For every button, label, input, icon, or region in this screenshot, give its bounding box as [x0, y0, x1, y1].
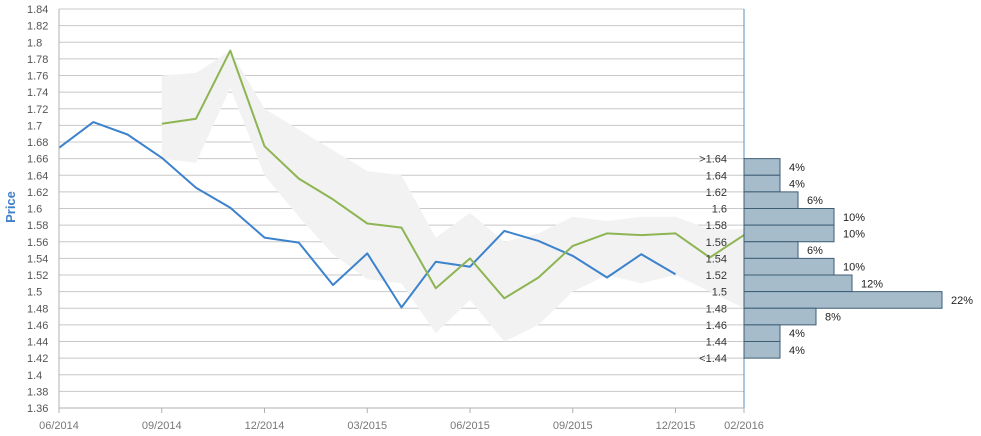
- distribution-bar: [743, 174, 781, 193]
- distribution-pct-label: 10%: [843, 228, 865, 240]
- y-tick-label: 1.42: [27, 353, 48, 365]
- y-tick-label: 1.68: [27, 137, 48, 149]
- y-tick-label: 1.48: [27, 303, 48, 315]
- x-tick-label: 09/2014: [142, 420, 182, 432]
- distribution-bar: [743, 341, 781, 359]
- x-axis-ticks: 06/2014 09/2014 12/2014 03/2015 06/2015 09/20…: [39, 408, 764, 432]
- y-tick-label: 1.56: [27, 237, 48, 249]
- distribution-bin-label: 1.44: [706, 337, 727, 349]
- y-tick-label: 1.82: [27, 21, 48, 33]
- distribution-pct-label: 6%: [807, 245, 823, 257]
- distribution-bar: [743, 274, 853, 293]
- distribution-bin-label: 1.56: [706, 237, 727, 249]
- y-tick-label: 1.58: [27, 220, 48, 232]
- distribution-bar: [743, 291, 943, 309]
- distribution-bin-label: 1.48: [706, 303, 727, 315]
- y-tick-label: 1.6: [27, 204, 42, 216]
- distribution-pct-label: 4%: [789, 162, 805, 174]
- x-tick-label: 06/2014: [39, 420, 79, 432]
- distribution-bin-label: >1.64: [699, 154, 727, 166]
- distribution-bin-label: 1.64: [706, 170, 727, 182]
- y-tick-label: 1.38: [27, 386, 48, 398]
- distribution-pct-label: 4%: [789, 345, 805, 357]
- y-tick-label: 1.46: [27, 320, 48, 332]
- x-tick-label: 02/2016: [724, 420, 764, 432]
- distribution-pct-label: 10%: [843, 212, 865, 224]
- x-tick-label: 12/2014: [245, 420, 285, 432]
- y-tick-label: 1.4: [27, 370, 42, 382]
- distribution-bin-label: 1.54: [706, 253, 727, 265]
- forecast-band: [161, 50, 745, 342]
- distribution-bar: [743, 324, 781, 342]
- y-tick-label: 1.72: [27, 104, 48, 116]
- distribution-pct-label: 8%: [825, 312, 841, 324]
- y-tick-label: 1.8: [27, 37, 42, 49]
- y-tick-label: 1.7: [27, 120, 42, 132]
- y-tick-label: 1.62: [27, 187, 48, 199]
- distribution-pct-label: 6%: [807, 195, 823, 207]
- distribution-bar: [743, 307, 817, 326]
- distribution-pct-label: 4%: [789, 328, 805, 340]
- x-tick-label: 09/2015: [553, 420, 593, 432]
- y-tick-label: 1.44: [27, 337, 48, 349]
- distribution-pct-label: 12%: [861, 278, 883, 290]
- distribution-bar: [743, 241, 799, 259]
- distribution-bar: [743, 191, 799, 209]
- distribution-pct-label: 4%: [789, 179, 805, 191]
- distribution-bin-label: 1.46: [706, 320, 727, 332]
- y-tick-label: 1.76: [27, 71, 48, 83]
- series-lines: [58, 49, 745, 309]
- distribution-bar: [743, 224, 835, 243]
- distribution-bin-label: 1.6: [712, 204, 727, 216]
- series-line-blue: [58, 121, 677, 309]
- y-tick-label: 1.78: [27, 54, 48, 66]
- y-axis-label: Price: [3, 191, 18, 223]
- y-tick-label: 1.5: [27, 287, 42, 299]
- distribution-histogram: 4% >1.64 4% 1.64 6% 1.62 10% 1.6 10% 1.58 6% 1.56 10…: [699, 154, 973, 366]
- y-tick-label: 1.52: [27, 270, 48, 282]
- forecast-band-area: [161, 50, 745, 342]
- distribution-bar: [743, 257, 835, 276]
- distribution-pct-label: 10%: [843, 262, 865, 274]
- series-line-green: [161, 49, 745, 300]
- y-tick-label: 1.36: [27, 403, 48, 415]
- distribution-bar: [743, 208, 835, 226]
- x-tick-label: 06/2015: [450, 420, 490, 432]
- x-tick-label: 03/2015: [347, 420, 387, 432]
- y-tick-label: 1.66: [27, 154, 48, 166]
- distribution-bin-label: 1.52: [706, 270, 727, 282]
- y-tick-label: 1.54: [27, 253, 48, 265]
- x-tick-label: 12/2015: [656, 420, 696, 432]
- y-tick-label: 1.64: [27, 170, 48, 182]
- distribution-pct-label: 22%: [951, 295, 973, 307]
- distribution-bin-label: 1.5: [712, 287, 727, 299]
- distribution-bin-label: 1.62: [706, 187, 727, 199]
- y-tick-label: 1.74: [27, 87, 48, 99]
- y-tick-label: 1.84: [27, 4, 48, 16]
- distribution-bin-label: <1.44: [699, 353, 727, 365]
- distribution-bin-label: 1.58: [706, 220, 727, 232]
- y-axis-ticks: 1.36 1.38 1.4 1.42 1.44 1.46 1.48 1.5 1.52 1.54 1.…: [27, 4, 48, 415]
- distribution-bar: [743, 158, 781, 176]
